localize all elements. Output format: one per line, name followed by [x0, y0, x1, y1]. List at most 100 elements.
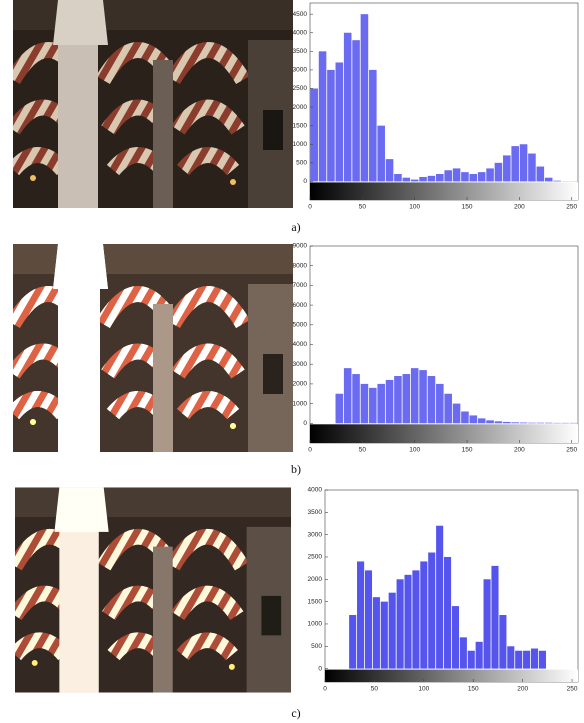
y-tick-label: 6000: [293, 302, 308, 309]
bar: [396, 579, 404, 669]
y-tick-label: 3500: [293, 48, 308, 55]
bar: [528, 153, 536, 182]
y-tick-label: 3500: [308, 509, 323, 516]
bar: [530, 648, 539, 669]
intensity-ramp: [310, 182, 578, 200]
bar: [404, 574, 412, 669]
bar: [369, 387, 377, 424]
bar: [469, 415, 478, 424]
bar: [360, 383, 369, 424]
x-tick-label: 250: [567, 686, 578, 693]
bar: [536, 166, 545, 182]
bar: [519, 422, 528, 424]
bar: [364, 570, 373, 669]
bar: [380, 601, 388, 669]
bar: [444, 393, 452, 424]
bar: [335, 62, 344, 182]
bar: [494, 162, 503, 182]
bar: [352, 40, 360, 182]
y-tick-label: 2000: [293, 104, 308, 111]
bar: [452, 168, 461, 182]
bar: [544, 422, 553, 424]
y-tick-label: 7000: [293, 282, 308, 289]
x-tick-label: 200: [517, 686, 528, 693]
bar: [544, 177, 553, 182]
x-tick-label: 150: [462, 447, 473, 454]
y-tick-label: 1000: [293, 400, 308, 407]
y-tick-label: 1000: [293, 141, 308, 148]
y-tick-label: 1500: [308, 598, 323, 605]
bar: [402, 177, 411, 182]
y-tick-label: 3000: [308, 531, 323, 538]
x-tick-label: 100: [409, 447, 420, 454]
x-tick-label: 250: [566, 204, 577, 211]
bar: [469, 173, 478, 182]
x-tick-label: 250: [566, 447, 577, 454]
bar: [507, 646, 515, 669]
bar: [412, 570, 420, 669]
bar: [477, 418, 486, 424]
y-tick-label: 1500: [293, 122, 308, 129]
y-tick-label: 0: [318, 665, 322, 672]
y-tick-label: 4500: [293, 11, 308, 18]
x-tick-label: 50: [359, 204, 367, 211]
bar: [436, 383, 444, 424]
y-tick-label: 2000: [308, 576, 323, 583]
y-tick-label: 9000: [293, 243, 308, 250]
intensity-ramp: [325, 669, 578, 682]
bar: [385, 159, 394, 182]
bar: [475, 641, 483, 669]
bar: [377, 125, 385, 182]
y-tick-label: 500: [311, 643, 322, 650]
y-tick-label: 4000: [308, 487, 323, 494]
y-tick-label: 1000: [308, 621, 323, 628]
bar: [494, 421, 503, 424]
bar: [427, 376, 436, 424]
bar: [419, 176, 427, 182]
bar: [459, 637, 467, 669]
bar: [467, 650, 475, 669]
x-tick-label: 0: [308, 204, 312, 211]
x-tick-label: 0: [323, 686, 327, 693]
photo: [15, 487, 291, 692]
bar: [436, 173, 444, 182]
x-tick-label: 200: [514, 447, 525, 454]
bar: [360, 14, 369, 182]
bar: [419, 370, 427, 424]
bar: [477, 172, 486, 182]
bar: [528, 422, 536, 424]
x-tick-label: 200: [514, 204, 525, 211]
y-tick-label: 4000: [293, 29, 308, 36]
bar: [335, 393, 344, 424]
bar: [538, 650, 546, 669]
bar: [483, 579, 491, 669]
bar: [486, 168, 494, 182]
bar: [402, 374, 411, 424]
y-tick-label: 3000: [293, 67, 308, 74]
y-tick-label: 2000: [293, 381, 308, 388]
bar: [420, 561, 428, 669]
bar: [394, 376, 402, 424]
bar: [461, 411, 469, 424]
bar: [553, 180, 561, 182]
y-tick-label: 2500: [308, 554, 323, 561]
bar: [491, 565, 499, 669]
bar: [499, 615, 507, 669]
bar: [536, 422, 545, 424]
bar: [511, 422, 519, 424]
bar: [369, 69, 377, 182]
bar: [451, 606, 460, 669]
y-tick-label: 4000: [293, 341, 308, 348]
x-tick-label: 0: [308, 447, 312, 454]
caption: b): [291, 462, 301, 476]
intensity-ramp: [310, 424, 578, 443]
bar: [461, 172, 469, 182]
bar: [443, 556, 452, 669]
bar: [310, 88, 318, 182]
y-tick-label: 5000: [293, 322, 308, 329]
bar: [511, 146, 519, 182]
x-tick-label: 50: [359, 447, 367, 454]
bar: [372, 597, 380, 669]
